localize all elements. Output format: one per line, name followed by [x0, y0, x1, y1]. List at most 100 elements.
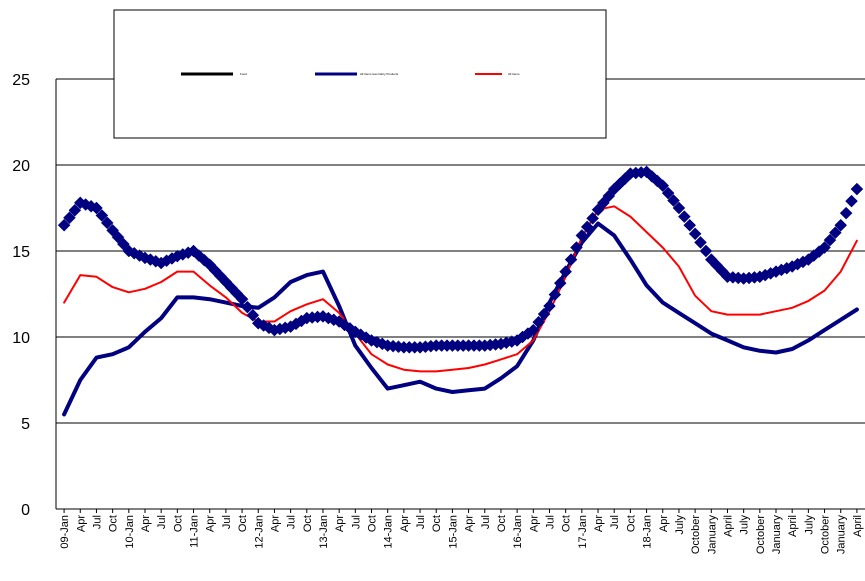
- x-tick-label-25: Apr: [464, 515, 476, 532]
- data-point-marker: [818, 241, 831, 254]
- data-point-marker: [526, 323, 540, 337]
- data-point-marker: [537, 307, 551, 321]
- data-point-marker: [90, 201, 103, 215]
- x-tick-label-15: Oct: [302, 515, 314, 532]
- data-point-marker: [63, 211, 76, 225]
- x-tick-label-40: January: [706, 515, 718, 555]
- x-tick-label-16: 13-Jan: [318, 515, 330, 549]
- x-tick-label-5: Apr: [140, 515, 152, 532]
- x-tick-label-18: Jul: [350, 515, 362, 529]
- data-point-marker: [570, 241, 583, 254]
- x-tick-label-23: Oct: [431, 515, 443, 532]
- data-point-marker: [68, 203, 82, 217]
- x-tick-label-39: October: [690, 515, 702, 554]
- data-point-marker: [532, 315, 546, 329]
- data-point-marker: [845, 194, 858, 208]
- data-point-marker: [645, 170, 659, 183]
- data-point-marker: [100, 216, 114, 230]
- y-tick-label-5: 25: [12, 72, 30, 89]
- x-tick-label-0: 09-Jan: [59, 515, 71, 549]
- x-tick-label-43: October: [755, 515, 767, 554]
- x-tick-label-11: Oct: [237, 515, 249, 532]
- data-point-marker: [235, 292, 249, 306]
- x-tick-label-33: Apr: [593, 515, 605, 532]
- x-tick-label-14: Jul: [286, 515, 298, 529]
- x-tick-label-45: April: [787, 515, 799, 537]
- data-point-marker: [553, 276, 567, 290]
- legend-item-2: All Items: [475, 72, 520, 76]
- x-tick-label-36: 18-Jan: [642, 515, 654, 549]
- data-point-marker: [586, 211, 599, 225]
- data-point-marker: [241, 300, 254, 314]
- x-tick-label-20: 14-Jan: [383, 515, 395, 549]
- data-point-marker: [580, 220, 594, 234]
- data-point-marker: [699, 244, 713, 258]
- series-line-2: [63, 205, 858, 373]
- data-point-marker: [661, 186, 675, 200]
- data-point-marker: [656, 179, 670, 192]
- x-tick-label-37: Apr: [658, 515, 670, 532]
- data-point-marker: [850, 182, 864, 196]
- x-tick-label-28: 16-Jan: [512, 515, 524, 549]
- y-tick-label-4: 20: [12, 158, 30, 175]
- x-tick-label-42: July: [739, 515, 751, 535]
- x-tick-label-13: Apr: [269, 515, 281, 532]
- x-tick-label-34: Jul: [609, 515, 621, 529]
- legend-label-1: All Items less Dairy Products: [360, 72, 399, 76]
- series-markers-3: [57, 165, 864, 354]
- data-point-marker: [559, 265, 573, 278]
- data-point-marker: [667, 194, 680, 207]
- x-tick-label-12: 12-Jan: [253, 515, 265, 549]
- legend: Food All Items less Dairy Products All I…: [113, 9, 607, 139]
- data-point-marker: [834, 218, 848, 232]
- data-point-marker: [548, 288, 562, 301]
- data-point-marker: [95, 209, 109, 222]
- y-tick-label-1: 5: [21, 416, 30, 433]
- data-point-marker: [683, 218, 697, 232]
- x-tick-label-49: April: [852, 515, 864, 537]
- series-line-1: [62, 221, 859, 417]
- x-tick-label-17: Apr: [334, 515, 346, 532]
- x-tick-label-24: 15-Jan: [447, 515, 459, 549]
- data-point-marker: [543, 299, 556, 313]
- data-point-marker: [677, 210, 691, 223]
- data-point-marker: [839, 206, 853, 220]
- x-tick-label-32: 17-Jan: [577, 515, 589, 549]
- data-point-marker: [828, 226, 842, 240]
- x-tick-label-48: January: [836, 515, 848, 555]
- legend-label-0: Food: [240, 72, 247, 76]
- y-tick-label-3: 15: [12, 244, 30, 261]
- data-point-marker: [564, 253, 578, 266]
- x-tick-label-41: April: [722, 515, 734, 537]
- x-tick-label-35: Oct: [625, 515, 637, 532]
- x-tick-label-7: Oct: [172, 515, 184, 532]
- data-point-marker: [343, 322, 357, 335]
- x-tick-label-4: 10-Jan: [124, 515, 136, 549]
- data-point-marker: [57, 218, 71, 232]
- x-tick-label-30: Jul: [544, 515, 556, 529]
- legend-item-0: Food: [181, 72, 247, 76]
- x-tick-label-3: Oct: [108, 515, 120, 532]
- x-tick-label-47: October: [820, 515, 832, 554]
- x-tick-label-8: 11-Jan: [189, 515, 201, 548]
- series-group: [57, 165, 864, 417]
- legend-label-2: All Items: [508, 72, 520, 76]
- y-tick-label-2: 10: [12, 330, 30, 347]
- data-point-marker: [672, 201, 686, 215]
- legend-item-1: All Items less Dairy Products: [315, 72, 399, 76]
- x-tick-label-26: Jul: [480, 515, 492, 529]
- x-tick-label-31: Oct: [561, 515, 573, 532]
- x-tick-label-2: Jul: [91, 515, 103, 529]
- x-tick-label-1: Apr: [75, 515, 87, 532]
- x-tick-label-6: Jul: [156, 515, 168, 529]
- x-tick-label-10: Jul: [221, 515, 233, 529]
- y-tick-label-0: 0: [21, 502, 30, 519]
- x-tick-label-9: Apr: [205, 515, 217, 532]
- data-point-marker: [823, 233, 837, 247]
- x-tick-label-19: Oct: [367, 515, 379, 532]
- data-point-marker: [694, 236, 707, 249]
- x-tick-label-22: Jul: [415, 515, 427, 529]
- x-tick-label-46: July: [803, 515, 815, 535]
- x-tick-label-27: Oct: [496, 515, 508, 532]
